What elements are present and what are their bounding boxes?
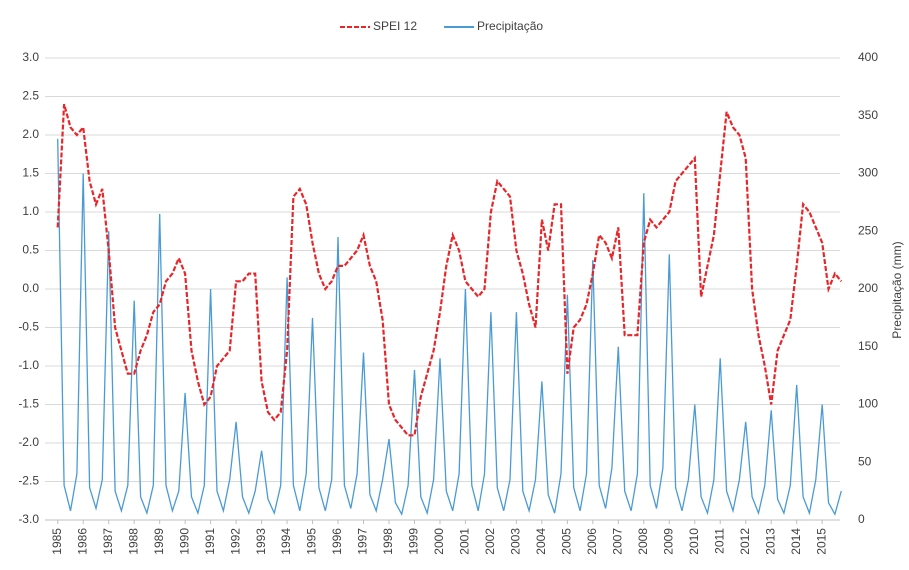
x-tick-label: 1991 [203, 528, 217, 555]
y-tick-label: -2.5 [18, 474, 39, 488]
x-tick-label: 2001 [458, 528, 472, 555]
y-tick-label: 1.5 [22, 166, 39, 180]
y-tick-label: -0.5 [18, 320, 39, 334]
y2-tick-label: 50 [858, 454, 872, 468]
y2-tick-label: 250 [858, 223, 878, 237]
line-series [57, 138, 842, 517]
x-tick-label: 2002 [483, 528, 497, 555]
x-tick-label: 2015 [814, 528, 828, 555]
x-tick-label: 1994 [279, 528, 293, 555]
x-tick-label: 1992 [228, 528, 242, 555]
y2-tick-label: 300 [858, 166, 878, 180]
y2-tick-label: 400 [858, 50, 878, 64]
x-tick-label: 2006 [585, 528, 599, 555]
x-tick-label: 1988 [126, 528, 140, 555]
x-tick-label: 1990 [177, 528, 191, 555]
x-tick-label: 1987 [101, 528, 115, 555]
x-tick-label: 2009 [661, 528, 675, 555]
y2-tick-label: 350 [858, 108, 878, 122]
y-tick-label: 0.0 [22, 281, 39, 295]
x-tick-label: 1995 [305, 528, 319, 555]
y-tick-label: 3.0 [22, 50, 39, 64]
x-tick-label: 1998 [381, 528, 395, 555]
y2-tick-label: 150 [858, 339, 878, 353]
y2-axis-label: Precipitação (mm) [890, 241, 904, 338]
y-tick-label: 2.0 [22, 127, 39, 141]
y-tick-label: -1.0 [18, 358, 39, 372]
x-tick-label: 2000 [432, 528, 446, 555]
x-tick-label: 1997 [356, 528, 370, 555]
x-tick-label: 2010 [687, 528, 701, 555]
x-tick-label: 1996 [330, 528, 344, 555]
x-tick-label: 1993 [254, 528, 268, 555]
y2-tick-label: 0 [858, 512, 865, 526]
x-tick-label: 2014 [789, 528, 803, 555]
x-tick-label: 1999 [407, 528, 421, 555]
legend-label: SPEI 12 [373, 19, 417, 33]
y-tick-label: 2.5 [22, 89, 39, 103]
y2-tick-label: 200 [858, 281, 878, 295]
x-tick-label: 1985 [50, 528, 64, 555]
y-tick-label: 1.0 [22, 204, 39, 218]
y-tick-label: -1.5 [18, 397, 39, 411]
y-tick-label: 0.5 [22, 243, 39, 257]
x-tick-label: 2003 [509, 528, 523, 555]
legend-label: Precipitação [477, 19, 543, 33]
line-series [56, 103, 843, 437]
x-tick-label: 2005 [560, 528, 574, 555]
x-tick-label: 1986 [75, 528, 89, 555]
y-tick-label: -3.0 [18, 512, 39, 526]
x-tick-label: 2013 [763, 528, 777, 555]
y2-tick-label: 100 [858, 397, 878, 411]
x-tick-label: 2012 [738, 528, 752, 555]
y-tick-label: -2.0 [18, 435, 39, 449]
x-tick-label: 1989 [152, 528, 166, 555]
x-tick-label: 2008 [636, 528, 650, 555]
x-tick-label: 2007 [610, 528, 624, 555]
x-tick-label: 2004 [534, 528, 548, 555]
x-tick-label: 2011 [712, 528, 726, 554]
